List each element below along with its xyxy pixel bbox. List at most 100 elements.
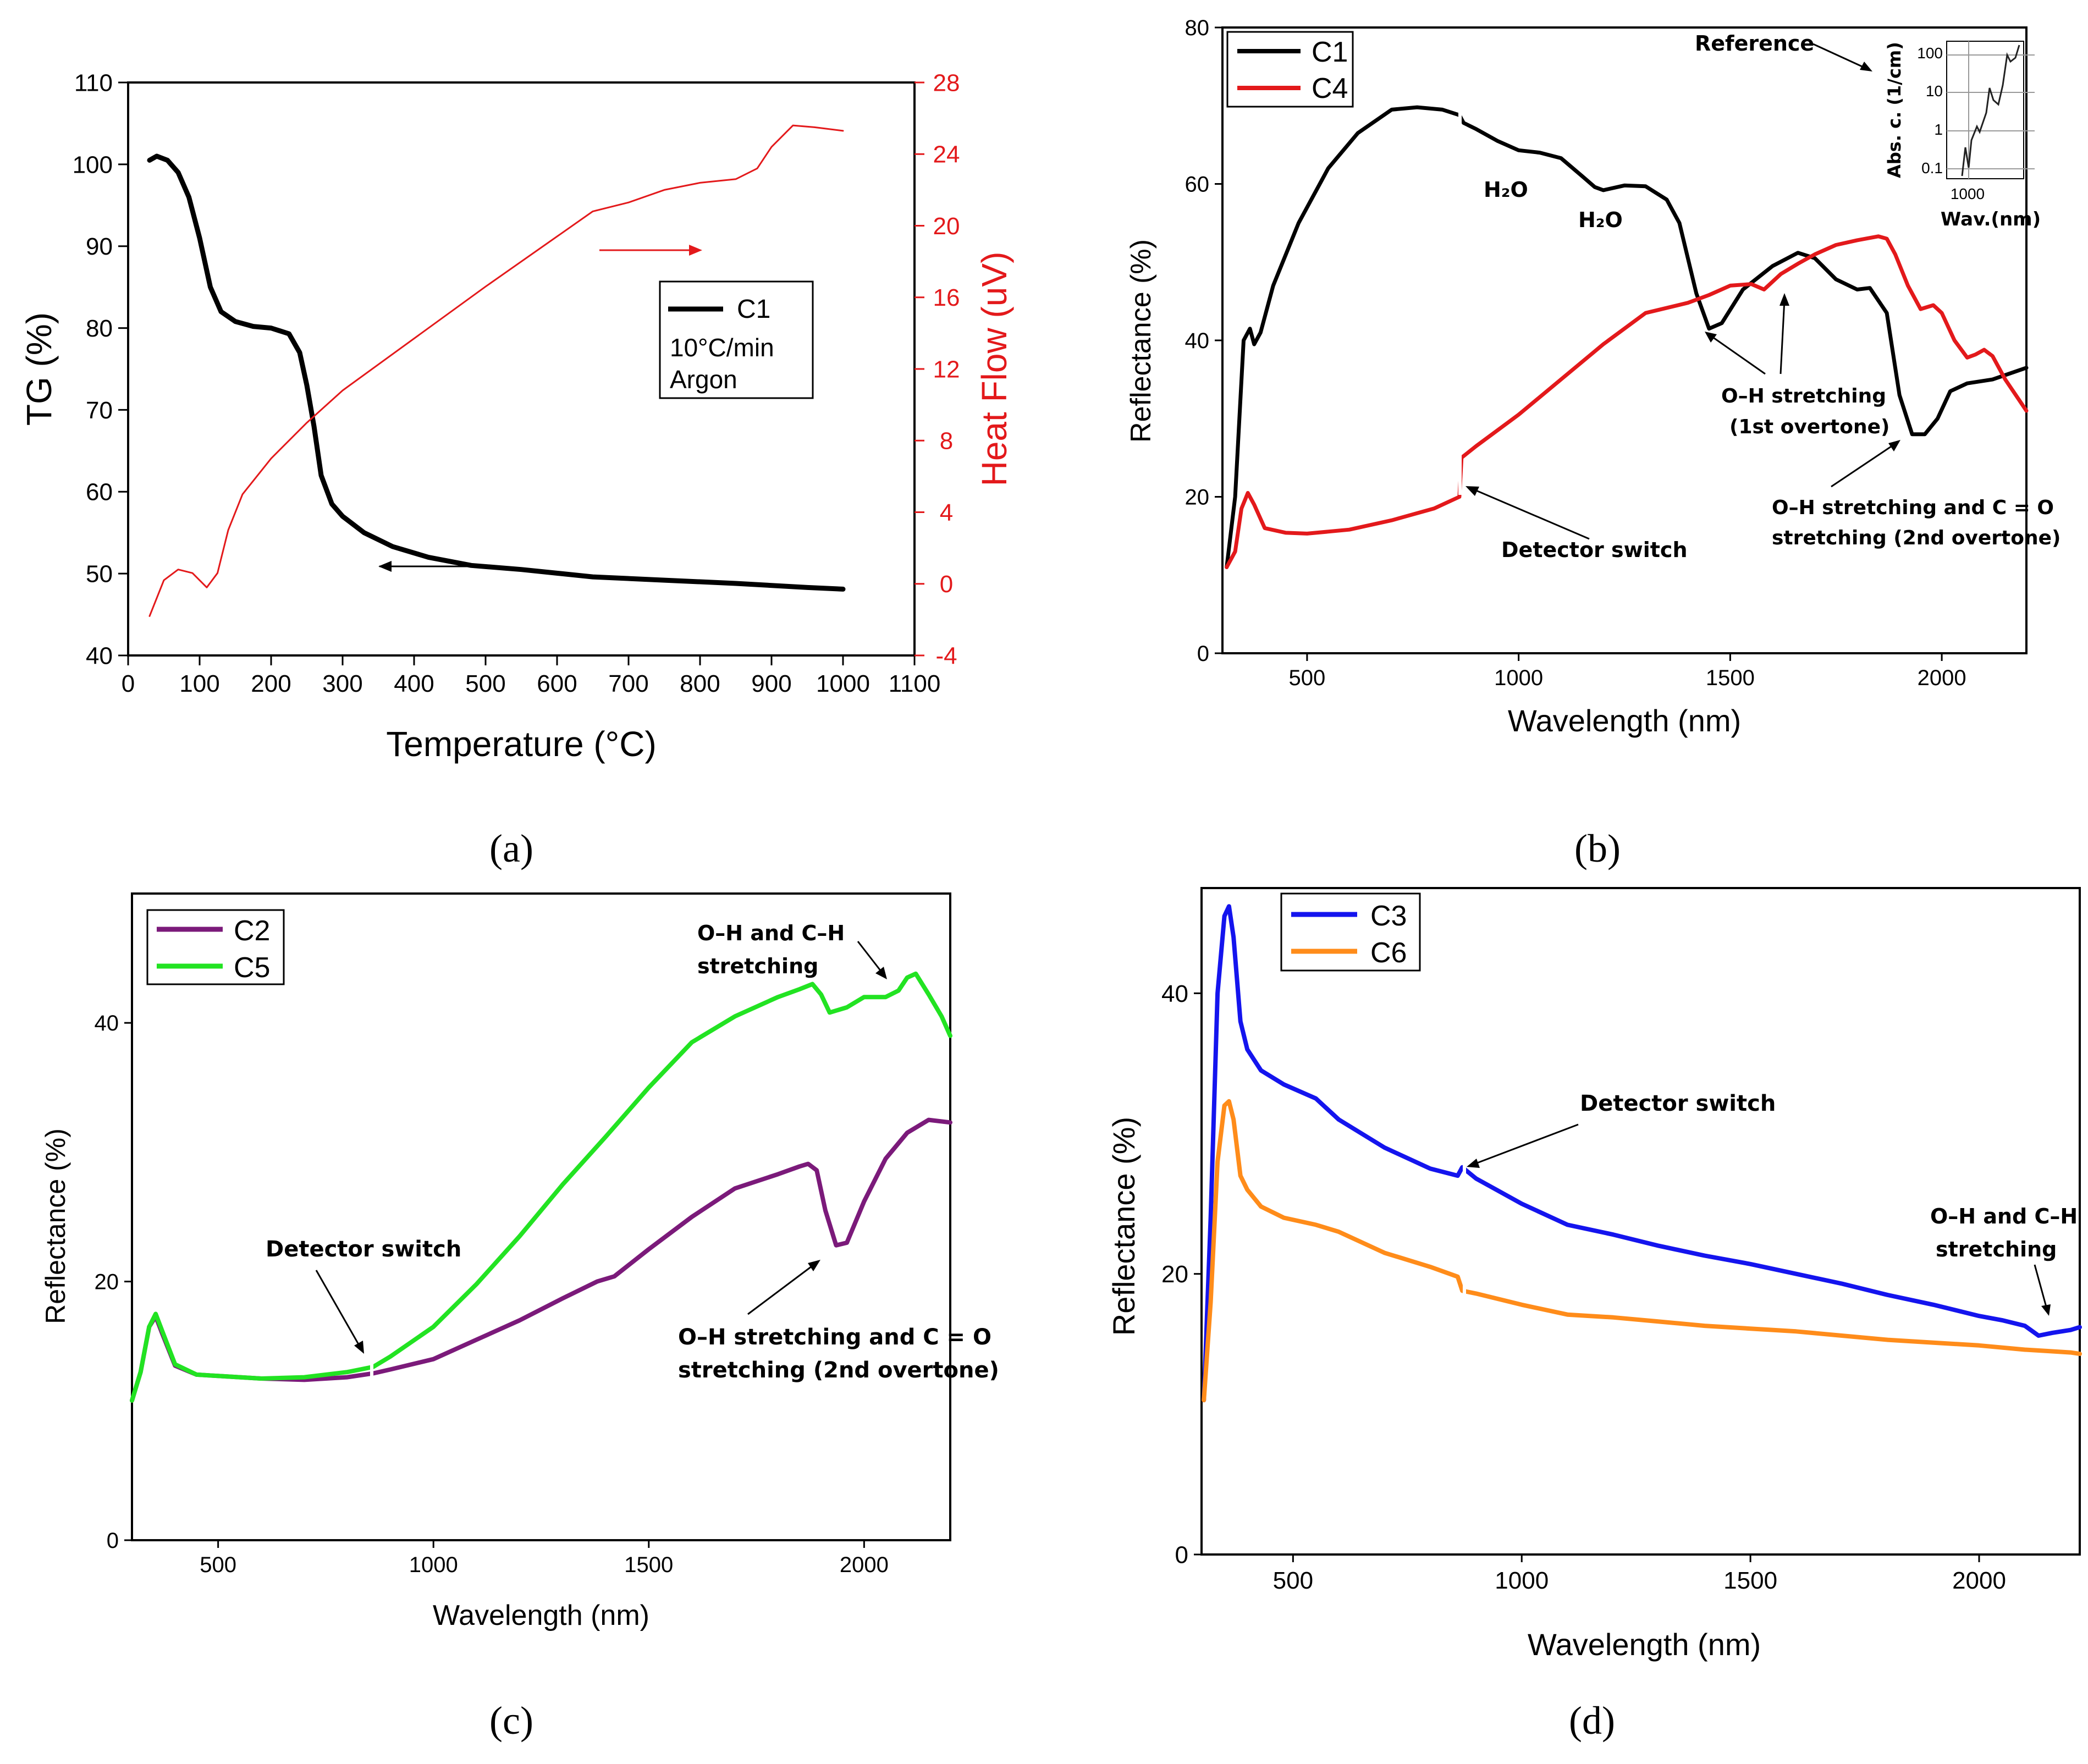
panel-a-x-tick-label: 900 xyxy=(751,670,791,697)
panel-a-x-tick-label: 400 xyxy=(394,670,434,697)
panel-a-x-axis-label: Temperature (°C) xyxy=(386,724,657,764)
panel-a-x-tick-label: 100 xyxy=(179,670,219,697)
panel-c-x-tick-label: 500 xyxy=(200,1553,236,1577)
panel-b-arrowhead-oh1 xyxy=(1705,332,1717,343)
panel-b-annotation-overtone1: (1st overtone) xyxy=(1729,416,1889,438)
panel-d-arrow-oh-ch xyxy=(2034,1264,2048,1309)
panel-b-series-line xyxy=(1225,105,2029,569)
panel-d-y-tick-label: 0 xyxy=(1175,1541,1188,1568)
panel-a-y2-tick-label: 24 xyxy=(933,141,960,168)
panel-a-legend xyxy=(659,280,814,399)
panel-a-x-tick-label: 700 xyxy=(608,670,648,697)
panel-d-series-line xyxy=(1202,904,2082,1403)
panel-d-legend-label-C3: C3 xyxy=(1370,900,1407,932)
panel-d-y-tick-label: 40 xyxy=(1161,980,1188,1007)
panel-d-arrowhead-detector xyxy=(1467,1159,1480,1168)
panel-d-chart: 500 1000 1500 2000 0 20 40 C3 C6 Detector swit… xyxy=(1106,887,2082,1662)
panel-c-arrowhead-overtone2 xyxy=(808,1260,820,1271)
panel-c-legend xyxy=(146,909,285,985)
panel-b-inset: 100 10 1 0.1 1000 Abs. c. (1/cm) Wav.(nm… xyxy=(1884,41,2041,230)
panel-d-x-tick-label: 500 xyxy=(1273,1567,1313,1594)
panel-c-arrow-overtone2 xyxy=(747,1264,814,1315)
panel-a-y2-tick-label: 0 xyxy=(940,571,953,598)
panel-d-y-axis-label: Reflectance (%) xyxy=(1106,1117,1141,1336)
panel-d-x-tick-label: 2000 xyxy=(1952,1567,2006,1594)
panel-c-legend-label-C2: C2 xyxy=(234,915,270,947)
panel-b-x-axis-label: Wavelength (nm) xyxy=(1508,703,1741,738)
panel-c-series-line xyxy=(130,971,952,1403)
panel-d-caption: (d) xyxy=(1569,1699,1615,1743)
panel-a-y-tick-label: 80 xyxy=(86,315,113,342)
panel-b-y-tick-label: 20 xyxy=(1185,486,1210,510)
panel-d-x-tick-label: 1500 xyxy=(1723,1567,1777,1594)
panel-a-x-tick-label: 500 xyxy=(465,670,505,697)
panel-a-x-tick-label: 600 xyxy=(537,670,577,697)
panel-d-arrowhead-oh-ch xyxy=(2041,1304,2051,1316)
panel-a-y-tick-label: 90 xyxy=(86,233,113,260)
panel-b-x-tick-label: 1000 xyxy=(1494,666,1543,690)
panel-d-y-tick-label: 20 xyxy=(1161,1261,1188,1288)
panel-b-y-tick-label: 0 xyxy=(1197,642,1209,666)
panel-a-y-tick-label: 60 xyxy=(86,479,113,506)
panel-b-y-axis-label: Reflectance (%) xyxy=(1125,239,1157,443)
panel-b-reference-arrowhead xyxy=(1860,62,1872,71)
panel-a-y-tick-label: 70 xyxy=(86,397,113,424)
panel-b-y-tick-label: 60 xyxy=(1185,173,1210,197)
panel-b-x-tick-label: 500 xyxy=(1289,666,1326,690)
panel-a-y2-tick-label: -4 xyxy=(935,642,957,669)
panel-a-y-axis-label: TG (%) xyxy=(19,312,59,426)
panel-c-legend-label-C5: C5 xyxy=(234,952,270,984)
panel-b-arrow-overtone2 xyxy=(1831,443,1895,488)
panel-b-arrow-oh2 xyxy=(1780,299,1786,374)
panel-a-y-tick-label: 50 xyxy=(86,561,113,588)
panel-b-arrow-oh1 xyxy=(1710,334,1766,375)
panel-a-y2-tick-label: 4 xyxy=(940,499,953,526)
panel-a-legend-label: C1 xyxy=(737,295,770,324)
panel-b-annotation-h2o-1: H₂O xyxy=(1484,178,1528,202)
panel-a-legend-atmosphere: Argon xyxy=(670,365,737,394)
panel-b-arrow-detector xyxy=(1470,487,1590,540)
panel-d-detector-gap xyxy=(1463,1155,1466,1331)
panel-b-arrowhead-oh2 xyxy=(1780,293,1789,306)
panel-d-x-tick-label: 1000 xyxy=(1495,1567,1549,1594)
panel-a-chart: 0 100 200 300 400 500 600 700 800 900 1000 11004050… xyxy=(19,69,1014,764)
panel-c-annotation-oh-co: O–H stretching and C = O xyxy=(678,1325,991,1350)
panel-c-chart: 500 1000 1500 2000 0 20 40 C2 C5 O–H and C–H s… xyxy=(40,892,999,1631)
panel-c-arrowhead-detector xyxy=(354,1341,364,1354)
panel-a-x-tick-label: 200 xyxy=(251,670,291,697)
panel-b-arrowhead-overtone2 xyxy=(1888,440,1900,451)
panel-c-annotation-stretching: stretching xyxy=(697,954,818,978)
panel-b-inset-ytick: 1 xyxy=(1934,121,1943,138)
panel-b-annotation-oh-stretch: O–H stretching xyxy=(1721,385,1886,407)
panel-d-series-line xyxy=(1202,1099,2082,1403)
panel-b-annotation-overtone2: stretching (2nd overtone) xyxy=(1772,527,2061,549)
panel-a-x-tick-label: 800 xyxy=(680,670,720,697)
panel-a-x-tick-label: 1000 xyxy=(816,670,870,697)
panel-d-annotation-detector-switch: Detector switch xyxy=(1580,1091,1776,1116)
panel-b-annotation-detector-switch: Detector switch xyxy=(1501,538,1688,562)
panel-b-detector-gap xyxy=(1458,93,1462,495)
panel-b-inset-ytick: 100 xyxy=(1917,45,1943,62)
panel-c-arrow-oh-ch xyxy=(857,941,884,974)
panel-c-y-axis-label: Reflectance (%) xyxy=(40,1128,71,1324)
panel-d-annotation-stretching: stretching xyxy=(1936,1237,2057,1261)
panel-a-y2-axis-label: Heat Flow (uV) xyxy=(974,252,1014,487)
panel-c-annotation-overtone2: stretching (2nd overtone) xyxy=(678,1358,999,1383)
panel-b-inset-frame xyxy=(1946,41,2024,179)
panel-c-x-axis-label: Wavelength (nm) xyxy=(433,1600,649,1631)
panel-d-arrow-detector xyxy=(1472,1123,1579,1166)
panel-a-caption: (a) xyxy=(489,826,533,870)
panel-c-arrow-detector xyxy=(315,1270,361,1348)
panel-b-x-tick-label: 2000 xyxy=(1918,666,1966,690)
panel-b-legend-label-C1: C1 xyxy=(1312,36,1348,68)
panel-a-series-line xyxy=(147,153,846,592)
panel-a-series-line xyxy=(148,124,844,617)
panel-b-arrowhead-detector xyxy=(1466,486,1479,496)
panel-b-chart: 500 1000 1500 2000 0 20 40 60 80 C1 C4 H₂O H₂O D… xyxy=(1125,16,2061,738)
panel-c-arrowhead-oh-ch xyxy=(875,967,887,979)
panel-b-inset-ylabel: Abs. c. (1/cm) xyxy=(1884,42,1905,178)
panel-b-series-line xyxy=(1225,234,2029,569)
panel-d-plot-frame xyxy=(1200,887,2081,1556)
panel-a-y2-tick-label: 28 xyxy=(933,69,960,96)
